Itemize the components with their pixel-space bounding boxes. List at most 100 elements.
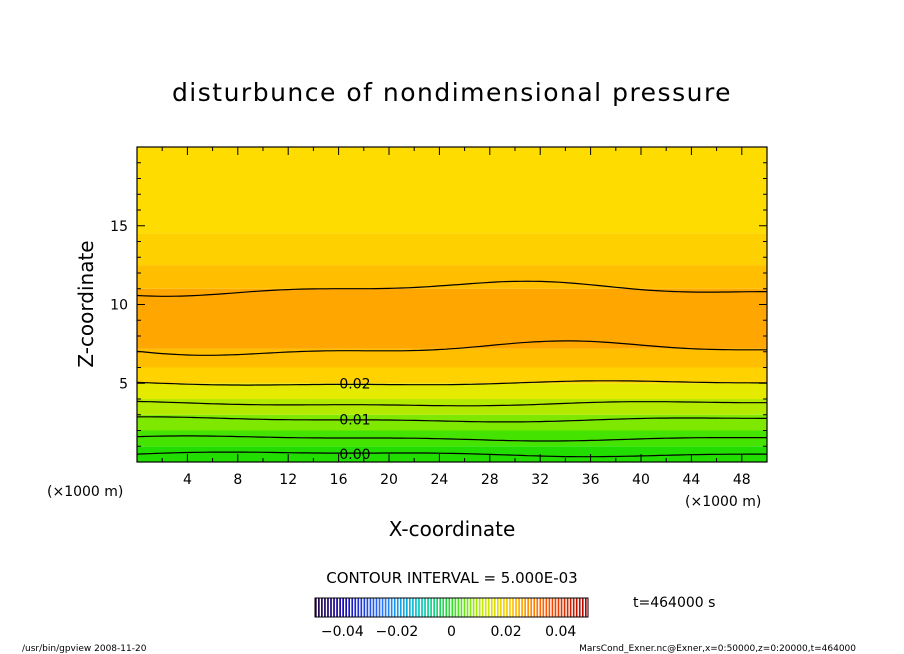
colorbar-stripe	[457, 598, 460, 617]
contour-labels: 0.00 0.01 0.02	[339, 376, 370, 463]
colorbar-stripe	[539, 598, 542, 617]
fill-band-0	[137, 446, 767, 462]
colorbar-stripe	[381, 598, 384, 617]
colorbar-stripe	[375, 598, 378, 617]
contour-fills	[137, 147, 767, 462]
x-tick-label-10: 44	[682, 472, 700, 488]
fill-band-7	[137, 288, 767, 349]
colorbar-stripe	[427, 598, 429, 617]
colorbar-stripe	[330, 598, 332, 617]
colorbar-stripe	[442, 598, 445, 617]
colorbar-stripe	[454, 598, 457, 617]
colorbar-stripe	[354, 598, 357, 617]
contour-line-5	[137, 340, 767, 356]
x-axis-label: X-coordinate	[389, 517, 516, 541]
colorbar-stripe	[393, 598, 396, 617]
chart-title: disturbunce of nondimensional pressure	[172, 78, 732, 107]
contour-label-2: 0.02	[339, 376, 370, 392]
colorbar-stripe	[493, 598, 496, 617]
colorbar-stripe	[515, 598, 517, 617]
colorbar-stripe	[469, 598, 472, 617]
x-unit-right: (×1000 m)	[685, 494, 761, 510]
x-tick-label-1: 8	[233, 472, 242, 488]
x-tick-label-11: 48	[733, 472, 751, 488]
colorbar-stripe	[533, 598, 536, 617]
fill-band-6	[137, 348, 767, 368]
colorbar-label-4: 0.04	[545, 624, 576, 640]
colorbar-label-3: 0.02	[491, 624, 522, 640]
fill-band-2	[137, 414, 767, 431]
fill-band-10	[137, 147, 767, 234]
colorbar-stripe	[412, 598, 414, 617]
x-tick-labels: 4 8 12 16 20 24 28 32 36 40 44 48	[183, 472, 751, 488]
contour-line-1	[137, 435, 767, 442]
colorbar-stripe	[530, 598, 533, 617]
colorbar-stripe	[575, 598, 578, 617]
colorbar-stripe	[384, 598, 387, 617]
contour-label-0: 0.00	[339, 447, 370, 463]
colorbar-stripe	[424, 598, 426, 617]
colorbar-stripe	[536, 598, 539, 617]
colorbar-stripe	[342, 598, 344, 617]
colorbar-stripe	[321, 598, 323, 617]
contour-line-4	[137, 380, 767, 386]
colorbar-stripe	[396, 598, 399, 617]
fill-band-8	[137, 265, 767, 289]
colorbar-stripe	[421, 598, 423, 617]
x-tick-label-3: 16	[330, 472, 348, 488]
y-tick-label-1: 10	[110, 298, 128, 314]
x-unit-left: (×1000 m)	[47, 484, 123, 500]
colorbar-frame	[314, 597, 589, 618]
y-tick-labels: 5 10 15	[110, 219, 128, 393]
colorbar-stripe	[472, 598, 475, 617]
colorbar-stripe	[521, 598, 523, 617]
colorbar-label-1: −0.02	[375, 624, 418, 640]
x-tick-label-2: 12	[279, 472, 297, 488]
colorbar-stripe	[500, 598, 502, 617]
colorbar-stripe	[409, 598, 411, 617]
colorbar-stripe	[512, 598, 514, 617]
contour-line-3	[137, 400, 767, 407]
colorbar-stripe	[339, 598, 341, 617]
colorbar-stripe	[433, 598, 435, 617]
colorbar-stripe	[581, 598, 584, 617]
colorbar-stripe	[445, 598, 448, 617]
colorbar-stripe	[497, 598, 499, 617]
fill-band-5	[137, 367, 767, 384]
contour-label-1: 0.01	[339, 412, 370, 428]
colorbar-stripe	[506, 598, 508, 617]
colorbar-stripe	[448, 598, 451, 617]
contour-line-2	[137, 416, 767, 423]
colorbar-stripe	[318, 598, 320, 617]
colorbar-stripe	[554, 598, 557, 617]
x-tick-label-6: 28	[481, 472, 499, 488]
colorbar-stripe	[484, 598, 487, 617]
colorbar-stripe	[566, 598, 569, 617]
fill-band-4	[137, 383, 767, 399]
colorbar-stripe	[478, 598, 481, 617]
x-tick-label-8: 36	[582, 472, 600, 488]
time-label: t=464000 s	[633, 595, 715, 611]
x-tick-label-9: 40	[632, 472, 650, 488]
colorbar-stripe	[315, 598, 317, 617]
colorbar-stripe	[390, 598, 393, 617]
colorbar-stripe	[399, 598, 402, 617]
colorbar-stripe	[460, 598, 463, 617]
x-tick-label-4: 20	[380, 472, 398, 488]
colorbar-stripe	[418, 598, 420, 617]
colorbar-stripe	[560, 598, 563, 617]
contour-line-0	[137, 451, 767, 458]
x-tick-label-0: 4	[183, 472, 192, 488]
colorbar-stripe	[527, 598, 530, 617]
colorbar	[315, 598, 587, 617]
y-tick-label-2: 15	[110, 219, 128, 235]
colorbar-stripe	[524, 598, 526, 617]
contour-line-6	[137, 280, 767, 297]
colorbar-stripe	[563, 598, 566, 617]
colorbar-stripe	[430, 598, 432, 617]
fill-band-3	[137, 399, 767, 415]
colorbar-stripe	[509, 598, 511, 617]
colorbar-stripe	[415, 598, 417, 617]
colorbar-stripe	[402, 598, 405, 617]
